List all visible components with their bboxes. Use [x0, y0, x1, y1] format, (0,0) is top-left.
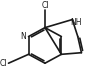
Text: Cl: Cl [0, 59, 7, 68]
Text: NH: NH [70, 18, 82, 27]
Text: Cl: Cl [41, 1, 49, 10]
Text: N: N [21, 32, 26, 41]
